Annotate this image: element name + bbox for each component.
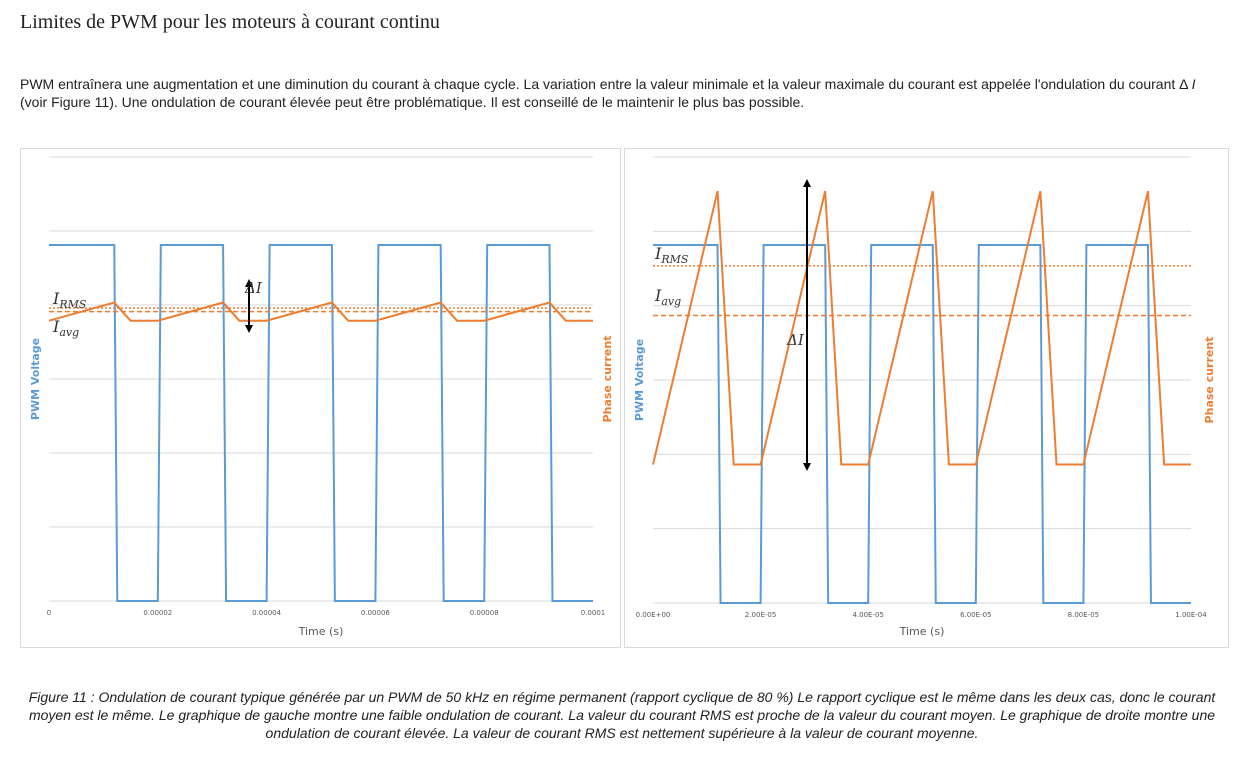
rms-label-sub: RMS xyxy=(660,253,689,266)
y-axis-label-right: Phase current xyxy=(601,336,614,423)
gridlines xyxy=(49,156,593,602)
x-axis-label: Time (s) xyxy=(899,625,945,638)
pwm-voltage-line xyxy=(653,244,1191,604)
pwm-voltage-line xyxy=(49,244,593,602)
y-axis-label-left: PWM Voltage xyxy=(29,338,42,420)
intro-text-2: (voir Figure 11). Une ondulation de cour… xyxy=(20,94,805,110)
intro-symbol: I xyxy=(1191,76,1196,92)
rms-label: IRMS xyxy=(52,289,87,311)
chart-left: IRMS Iavg ΔI PWM Voltage Phase current 0 0.000… xyxy=(29,156,614,638)
avg-label: Iavg xyxy=(654,286,681,308)
figure-caption: Figure 11 : Ondulation de courant typiqu… xyxy=(28,689,1216,741)
avg-label-sub: avg xyxy=(661,295,681,308)
chart-right-panel: IRMS Iavg ΔI PWM Voltage Phase current 0.00E+… xyxy=(624,148,1229,648)
figure-11: IRMS Iavg ΔI PWM Voltage Phase current 0 0.000… xyxy=(20,148,1229,648)
x-tick-label: 2.00E-05 xyxy=(745,611,776,619)
x-tick-label: 0 xyxy=(47,609,51,617)
intro-paragraph: PWM entraînera une augmentation et une d… xyxy=(20,75,1220,111)
intro-text-1: PWM entraînera une augmentation et une d… xyxy=(20,76,1192,92)
x-tick-label: 6.00E-05 xyxy=(960,611,991,619)
x-tick-label: 8.00E-05 xyxy=(1068,611,1099,619)
chart-left-panel: IRMS Iavg ΔI PWM Voltage Phase current 0 0.000… xyxy=(20,148,621,648)
gridlines xyxy=(653,156,1191,604)
x-axis-label: Time (s) xyxy=(298,625,344,638)
avg-label-sub: avg xyxy=(59,326,79,339)
avg-label: Iavg xyxy=(52,317,79,339)
rms-label-sub: RMS xyxy=(58,298,87,311)
y-axis-label-left: PWM Voltage xyxy=(633,339,646,421)
x-tick-label: 0.00008 xyxy=(470,609,499,617)
x-tick-label: 4.00E-05 xyxy=(852,611,883,619)
x-tick-label: 0.00006 xyxy=(361,609,390,617)
delta-arrow-head-top xyxy=(245,279,253,287)
delta-label: ΔI xyxy=(786,331,805,349)
delta-arrow-head-top xyxy=(803,179,811,187)
delta-arrow-head-bottom xyxy=(803,463,811,471)
delta-label: ΔI xyxy=(244,279,263,297)
page-title: Limites de PWM pour les moteurs à couran… xyxy=(20,11,440,33)
delta-arrow-head-bottom xyxy=(245,325,253,333)
x-tick-label: 0.0001 xyxy=(581,609,606,617)
chart-right: IRMS Iavg ΔI PWM Voltage Phase current 0.00E+… xyxy=(633,156,1216,638)
x-tick-label: 1.00E-04 xyxy=(1175,611,1207,619)
phase-current-line xyxy=(652,190,1191,466)
y-axis-label-right: Phase current xyxy=(1203,337,1216,424)
rms-label: IRMS xyxy=(654,244,689,266)
x-tick-label: 0.00002 xyxy=(143,609,172,617)
x-tick-label: 0.00004 xyxy=(252,609,281,617)
x-tick-label: 0.00E+00 xyxy=(636,611,671,619)
